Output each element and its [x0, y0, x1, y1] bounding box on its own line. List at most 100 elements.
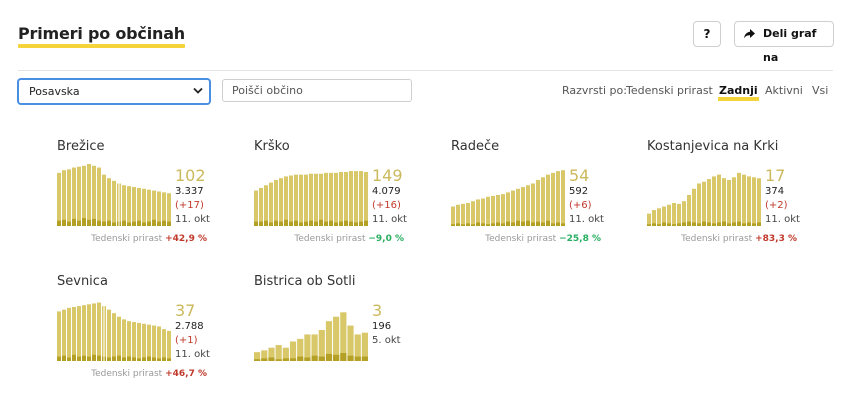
- help-button[interactable]: ?: [693, 21, 721, 47]
- daily-cases-bar: [702, 221, 706, 226]
- daily-cases-bar: [147, 356, 151, 361]
- active-cases-bar: [697, 183, 701, 226]
- active-cases-bar: [284, 176, 288, 226]
- active-cases-bar: [521, 187, 525, 226]
- daily-cases-bar: [162, 357, 166, 361]
- daily-cases-bar: [334, 222, 338, 226]
- sort-active-underline: [718, 97, 759, 101]
- active-cases-bar: [354, 334, 361, 361]
- active-cases-bar: [757, 178, 761, 226]
- total-cases: 3.337: [175, 186, 204, 197]
- active-cases-bar: [107, 178, 111, 226]
- daily-cases-bar: [325, 353, 333, 361]
- active-cases-bar: [304, 174, 308, 226]
- daily-cases-bar: [67, 357, 71, 361]
- daily-cases-bar: [152, 219, 156, 226]
- active-cases-bar: [87, 304, 91, 361]
- active-cases-bar: [531, 183, 535, 226]
- sort-option-latest[interactable]: Zadnji: [718, 84, 759, 101]
- active-cases-bar: [97, 167, 101, 226]
- active-cases-bar: [657, 208, 661, 226]
- municipality-card[interactable]: Sevnica 37 2.788 (+1) 11. okt Tedenski priras…: [57, 274, 237, 384]
- region-select[interactable]: Posavska: [18, 79, 210, 104]
- active-cases-bar: [132, 322, 136, 361]
- region-select-value: Posavska: [29, 85, 80, 98]
- latest-value: 17: [765, 166, 786, 185]
- active-cases-bar: [162, 329, 166, 361]
- active-cases-bar: [107, 309, 111, 361]
- active-cases-bar: [747, 176, 751, 226]
- municipality-name: Kostanjevica na Krki: [647, 139, 779, 154]
- active-cases-bar: [682, 201, 686, 226]
- daily-cases-bar: [707, 222, 711, 226]
- active-cases-bar: [481, 198, 485, 226]
- daily-cases-bar: [722, 221, 726, 226]
- daily-cases-bar: [87, 356, 91, 361]
- active-cases-bar: [692, 188, 696, 226]
- share-button[interactable]: Deli graf na: [734, 21, 834, 64]
- daily-cases-bar: [62, 355, 66, 361]
- daily-cases-bar: [147, 221, 151, 226]
- active-cases-bar: [142, 323, 146, 361]
- daily-cases-bar: [359, 221, 363, 226]
- active-cases-bar: [516, 188, 520, 226]
- daily-cases-bar: [551, 223, 555, 226]
- daily-cases-bar: [496, 222, 500, 226]
- daily-cases-bar: [667, 223, 671, 226]
- daily-cases-bar: [662, 222, 666, 226]
- daily-cases-bar: [672, 224, 676, 226]
- active-cases-bar: [339, 171, 343, 226]
- daily-cases-bar: [349, 221, 353, 226]
- daily-cases-bar: [536, 221, 540, 226]
- weekly-growth-value: −25,8 %: [559, 234, 601, 244]
- daily-cases-bar: [289, 221, 293, 226]
- daily-cases-bar: [97, 220, 101, 226]
- daily-cases-bar: [717, 222, 721, 226]
- daily-cases-bar: [347, 355, 354, 361]
- daily-cases-bar: [516, 220, 520, 226]
- weekly-growth-value: +42,9 %: [165, 234, 207, 244]
- daily-cases-bar: [82, 218, 86, 226]
- municipality-card[interactable]: Radeče 54 592 (+6) 11. okt Tedenski prirast −…: [451, 139, 631, 249]
- sort-label: Razvrsti po:: [562, 84, 627, 97]
- municipality-card[interactable]: Kostanjevica na Krki 17 374 (+2) 11. okt Tede…: [647, 139, 827, 249]
- municipality-card[interactable]: Krško 149 4.079 (+16) 11. okt Tedenski priras…: [254, 139, 434, 249]
- daily-cases-bar: [647, 224, 651, 226]
- daily-cases-bar: [92, 354, 96, 361]
- sort-option-weekly-growth[interactable]: Tedenski prirast: [626, 84, 713, 97]
- active-cases-bar: [647, 213, 651, 226]
- active-cases-bar: [526, 185, 530, 226]
- active-cases-bar: [274, 179, 278, 226]
- daily-cases-bar: [304, 357, 311, 361]
- daily-cases-bar: [757, 222, 761, 226]
- daily-cases-bar: [142, 357, 146, 361]
- sort-option-active[interactable]: Aktivni: [765, 84, 803, 97]
- municipality-card[interactable]: Bistrica ob Sotli 3 196 5. okt: [254, 274, 434, 384]
- active-cases-bar: [62, 309, 66, 361]
- daily-cases-bar: [486, 224, 490, 226]
- sort-option-all[interactable]: Vsi: [812, 84, 829, 97]
- municipality-search-input[interactable]: [222, 79, 412, 102]
- active-cases-bar: [279, 178, 283, 226]
- total-cases: 196: [372, 321, 392, 332]
- daily-cases-bar: [132, 221, 136, 226]
- active-cases-bar: [57, 311, 61, 361]
- active-cases-bar: [97, 302, 101, 361]
- active-cases-bar: [268, 347, 275, 361]
- active-cases-bar: [167, 193, 171, 226]
- active-cases-bar: [536, 179, 540, 226]
- daily-cases-bar: [652, 223, 656, 226]
- daily-cases-bar: [747, 222, 751, 226]
- total-cases: 374: [765, 186, 785, 197]
- municipality-card[interactable]: Brežice 102 3.337 (+17) 11. okt Tedenski prir…: [57, 139, 237, 249]
- daily-cases-bar: [157, 358, 161, 361]
- active-cases-bar: [667, 204, 671, 226]
- active-cases-bar: [722, 178, 726, 226]
- daily-cases-bar: [657, 224, 661, 226]
- active-cases-bar: [127, 186, 131, 226]
- active-cases-bar: [289, 341, 297, 361]
- active-cases-bar: [652, 210, 656, 226]
- active-cases-bar: [486, 196, 490, 226]
- daily-cases-bar: [506, 221, 510, 226]
- municipality-name: Sevnica: [57, 274, 108, 289]
